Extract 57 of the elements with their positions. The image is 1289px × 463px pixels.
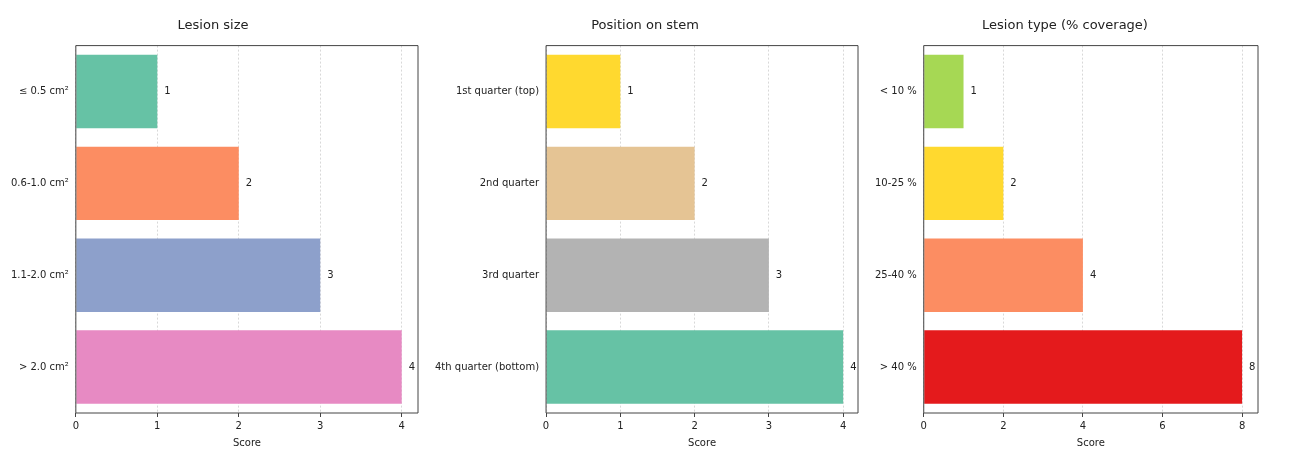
data-label: 2	[701, 176, 708, 188]
x-tick-label: 4	[839, 419, 847, 431]
bar	[76, 54, 158, 129]
bar	[546, 54, 621, 129]
x-tick-label: 3	[317, 419, 324, 431]
x-tick-label: 1	[154, 419, 161, 431]
bar	[924, 146, 1004, 221]
data-label: 2	[1010, 176, 1017, 188]
bar	[924, 330, 1243, 404]
bar	[546, 146, 695, 221]
bar	[924, 54, 964, 129]
x-tick-label: 4	[1079, 419, 1087, 431]
chart-title: Lesion type (% coverage)	[982, 17, 1148, 33]
chart-title: Lesion size	[177, 17, 249, 33]
data-label: 4	[1089, 268, 1097, 280]
bar	[546, 330, 844, 404]
x-tick-label: 3	[765, 419, 773, 431]
x-tick-label: 0	[72, 419, 80, 431]
bar	[76, 238, 321, 312]
y-tick-label: 2nd quarter	[479, 176, 540, 188]
x-axis-title: Score	[232, 436, 261, 448]
y-tick-label: 25-40 %	[874, 268, 917, 280]
x-tick-label: 0	[920, 419, 927, 431]
x-tick-label: 6	[1159, 419, 1166, 431]
data-label: 3	[775, 268, 783, 280]
x-tick-label: 2	[235, 419, 242, 431]
x-tick-label: 2	[691, 419, 698, 431]
data-label: 1	[164, 85, 171, 97]
y-tick-label: < 10 %	[879, 85, 917, 97]
bar	[76, 146, 239, 221]
x-axis-title: Score	[1076, 436, 1105, 448]
y-tick-label: 4th quarter (bottom)	[435, 360, 540, 372]
data-label: 1	[970, 85, 977, 97]
x-tick-label: 1	[617, 419, 624, 431]
data-label: 3	[327, 268, 334, 280]
y-tick-label: > 40 %	[879, 360, 917, 372]
bar	[924, 238, 1083, 312]
data-label: 4	[850, 360, 857, 372]
y-tick-label: > 2.0 cm²	[18, 360, 69, 372]
y-tick-label: 3rd quarter	[482, 268, 540, 280]
x-tick-label: 2	[1000, 419, 1007, 431]
y-tick-label: 0.6-1.0 cm²	[11, 176, 69, 188]
y-tick-label: ≤ 0.5 cm²	[18, 85, 69, 97]
chart-title: Position on stem	[591, 17, 699, 33]
x-tick-label: 8	[1238, 419, 1246, 431]
data-label: 1	[627, 85, 634, 97]
y-tick-label: 1st quarter (top)	[455, 85, 540, 97]
x-axis-title: Score	[688, 436, 717, 448]
x-tick-label: 4	[398, 419, 405, 431]
y-tick-label: 1.1-2.0 cm²	[11, 268, 69, 280]
bar	[76, 330, 402, 404]
data-label: 8	[1249, 360, 1256, 372]
y-tick-label: 10-25 %	[874, 176, 917, 188]
bar	[546, 238, 769, 312]
data-label: 2	[245, 176, 253, 188]
data-label: 4	[408, 360, 416, 372]
x-tick-label: 0	[542, 419, 550, 431]
